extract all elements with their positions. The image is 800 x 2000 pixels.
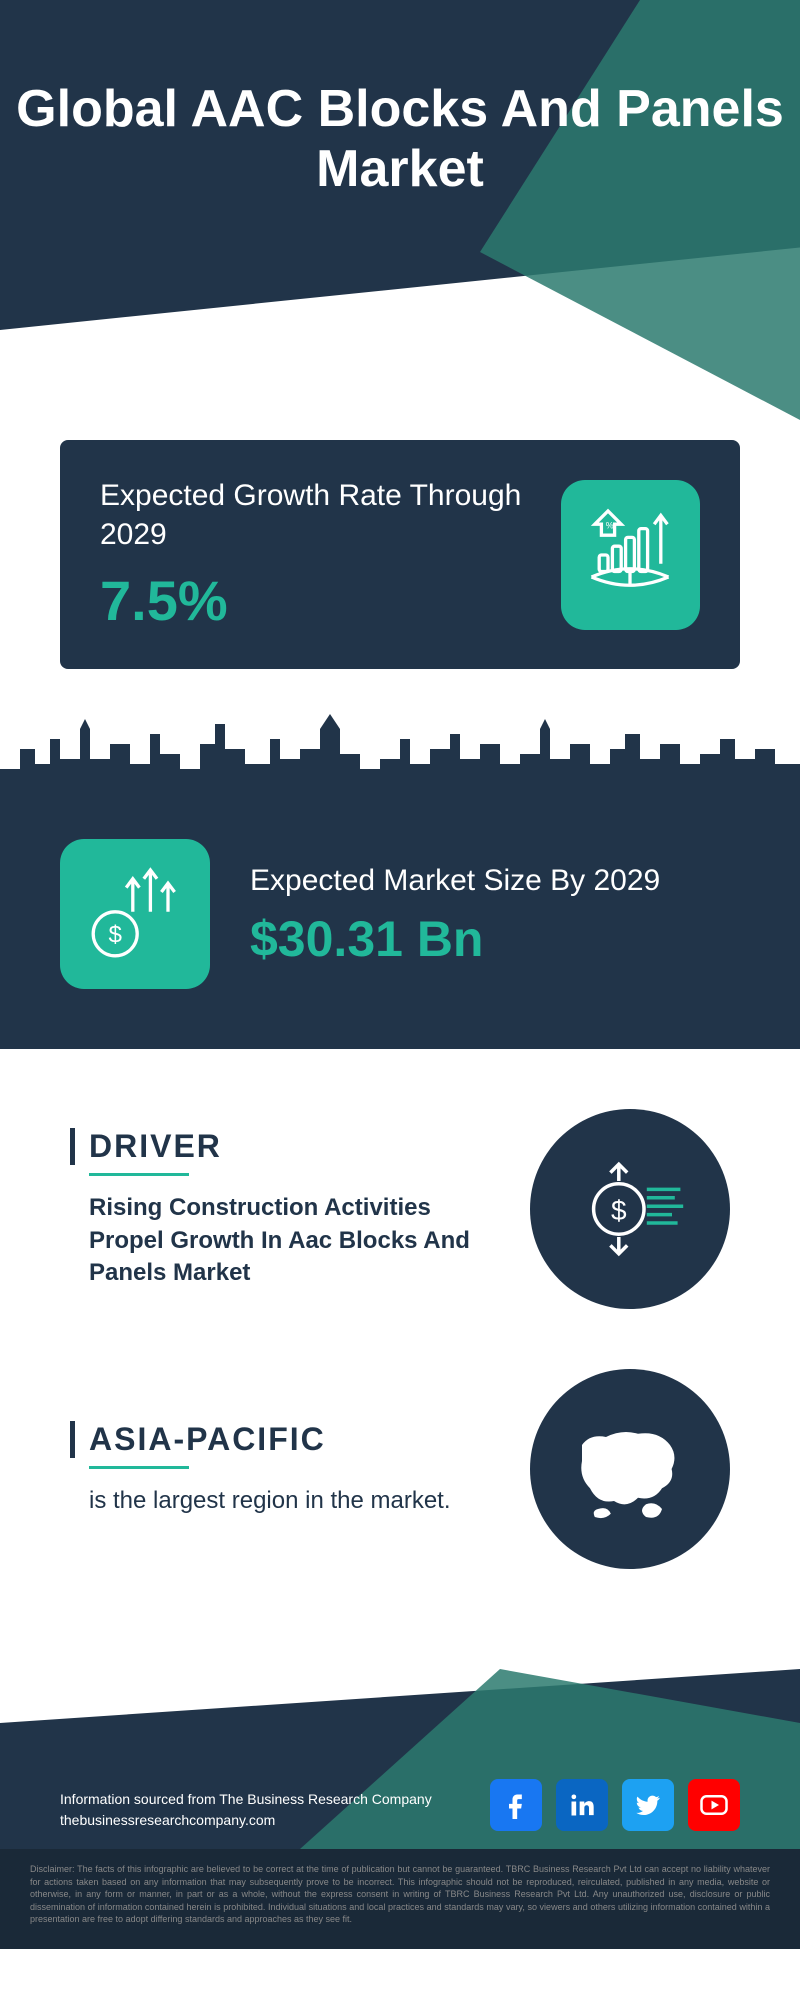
header-section: Global AAC Blocks And Panels Market — [0, 0, 800, 420]
social-icons-row — [490, 1779, 740, 1831]
growth-section: Expected Growth Rate Through 2029 7.5% % — [0, 420, 800, 709]
driver-block: DRIVER Rising Construction Activities Pr… — [70, 1109, 730, 1309]
facebook-icon[interactable] — [490, 1779, 542, 1831]
svg-text:%: % — [606, 520, 614, 530]
driver-divider — [89, 1173, 189, 1176]
growth-text-block: Expected Growth Rate Through 2029 7.5% — [100, 476, 561, 633]
driver-heading: DRIVER — [70, 1128, 490, 1165]
footer-content: Information sourced from The Business Re… — [60, 1779, 740, 1831]
region-body: is the largest region in the market. — [70, 1485, 490, 1517]
disclaimer-band: Disclaimer: The facts of this infographi… — [0, 1849, 800, 1949]
disclaimer-text: Disclaimer: The facts of this infographi… — [30, 1863, 770, 1926]
skyline-divider — [0, 709, 800, 809]
size-label: Expected Market Size By 2029 — [250, 861, 660, 900]
source-line-1: Information sourced from The Business Re… — [60, 1789, 432, 1810]
size-value: $30.31 Bn — [250, 910, 660, 968]
region-divider — [89, 1466, 189, 1469]
market-size-section: $ Expected Market Size By 2029 $30.31 Bn — [0, 809, 800, 1049]
growth-card: Expected Growth Rate Through 2029 7.5% % — [60, 440, 740, 669]
info-section: DRIVER Rising Construction Activities Pr… — [0, 1049, 800, 1669]
growth-label: Expected Growth Rate Through 2029 — [100, 476, 561, 554]
size-text-block: Expected Market Size By 2029 $30.31 Bn — [250, 861, 660, 968]
footer-section: Information sourced from The Business Re… — [0, 1669, 800, 1949]
twitter-icon[interactable] — [622, 1779, 674, 1831]
svg-text:$: $ — [108, 922, 122, 949]
asia-map-icon — [530, 1369, 730, 1569]
footer-source: Information sourced from The Business Re… — [60, 1789, 432, 1831]
driver-body: Rising Construction Activities Propel Gr… — [70, 1192, 490, 1289]
driver-content: DRIVER Rising Construction Activities Pr… — [70, 1128, 490, 1289]
linkedin-icon[interactable] — [556, 1779, 608, 1831]
page-title: Global AAC Blocks And Panels Market — [0, 80, 800, 200]
currency-arrows-icon: $ — [530, 1109, 730, 1309]
source-line-2: thebusinessresearchcompany.com — [60, 1810, 432, 1831]
youtube-icon[interactable] — [688, 1779, 740, 1831]
region-block: ASIA-PACIFIC is the largest region in th… — [70, 1369, 730, 1569]
region-heading: ASIA-PACIFIC — [70, 1421, 490, 1458]
growth-chart-globe-icon: % — [561, 480, 700, 630]
infographic-root: Global AAC Blocks And Panels Market Expe… — [0, 0, 800, 1949]
svg-text:$: $ — [611, 1195, 627, 1226]
growth-value: 7.5% — [100, 568, 561, 633]
region-content: ASIA-PACIFIC is the largest region in th… — [70, 1421, 490, 1517]
dollar-arrows-icon: $ — [60, 839, 210, 989]
